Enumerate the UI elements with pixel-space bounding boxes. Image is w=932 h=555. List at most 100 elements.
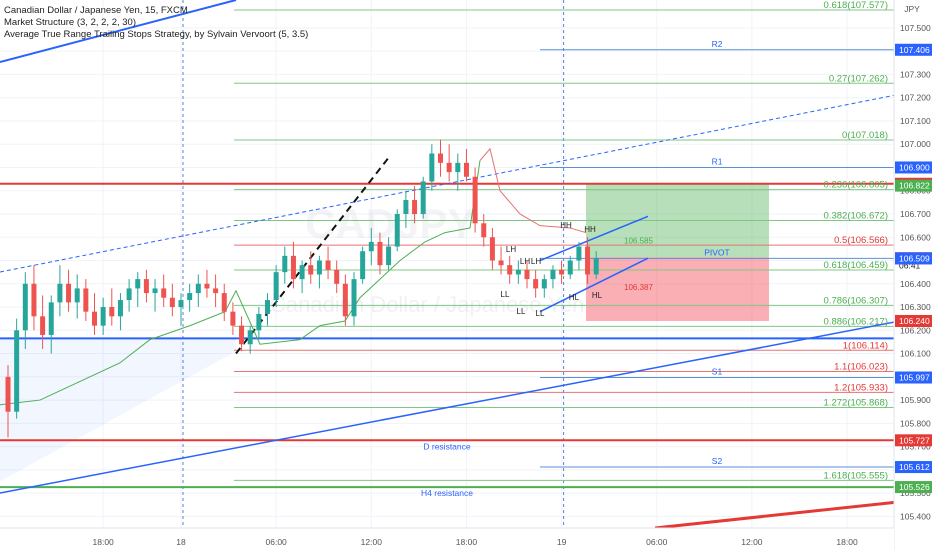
candle [585, 237, 591, 284]
indicator-market-structure[interactable]: Market Structure (3, 2, 2, 2, 30) [4, 17, 136, 28]
candle [100, 297, 106, 335]
candle-body [152, 288, 158, 294]
price-tick-label: 105.900 [900, 395, 931, 405]
price-label-text: 06:41 [899, 260, 921, 270]
candle [83, 279, 89, 321]
candle-body [368, 241, 374, 252]
candle-body [195, 283, 201, 294]
fib-level-label: 0.618(106.459) [824, 260, 888, 271]
fib-level-label: 1.1(106.023) [834, 361, 888, 372]
time-tick-label: 06:00 [646, 537, 668, 547]
price-label-box [895, 161, 932, 174]
candle [455, 153, 461, 191]
candle [550, 265, 556, 289]
candle [290, 241, 296, 289]
candle [5, 365, 11, 438]
candle [446, 144, 452, 182]
trendline-dashed [0, 94, 895, 273]
candle-body [265, 300, 270, 315]
candle [143, 269, 149, 303]
stop-zone [586, 257, 769, 321]
candle-body [135, 279, 141, 289]
candle-body [489, 237, 495, 261]
structure-label: HH [584, 225, 596, 234]
price-tick-label: 105.400 [900, 511, 931, 521]
candle [438, 139, 443, 177]
candle [515, 260, 521, 284]
candle-body [308, 265, 314, 275]
candle [109, 288, 115, 326]
candle-body [524, 269, 530, 280]
fib-level-label: 1.272(105.868) [824, 398, 888, 409]
price-tick-label: 107.200 [900, 93, 931, 103]
candle [394, 209, 400, 252]
candle [152, 279, 158, 312]
price-label-text: 106.509 [899, 253, 930, 263]
time-tick-label: 18 [176, 537, 186, 547]
candle [559, 260, 565, 284]
candle [308, 251, 314, 284]
candle [230, 302, 236, 335]
candle-body [559, 269, 565, 275]
pivot-level-label: S1 [712, 367, 723, 377]
candle [351, 272, 357, 326]
candle-body [5, 376, 11, 412]
candle-body [169, 297, 175, 308]
candle [524, 260, 530, 289]
time-tick-label: 06:00 [266, 537, 288, 547]
pivot-level-label: R1 [712, 156, 723, 166]
candle [161, 274, 167, 308]
candle-body [256, 314, 262, 331]
price-tick-label: 106.300 [900, 302, 931, 312]
candle-body [438, 153, 443, 163]
price-label-box [895, 434, 932, 447]
price-label-text: 105.612 [899, 462, 930, 472]
candle-body [117, 300, 123, 317]
candle-body [92, 311, 97, 326]
candle [316, 255, 322, 289]
fib-level-label: 1.2(105.933) [834, 382, 888, 393]
candle-body [273, 272, 279, 301]
price-tick-label: 107.100 [900, 116, 931, 126]
indicator-atr-trailing-stops[interactable]: Average True Range Trailing Stops Strate… [4, 29, 309, 40]
candle-body [334, 269, 340, 284]
price-tick-label: 105.800 [900, 418, 931, 428]
channel-low-label: 106.387 [624, 283, 653, 292]
pivot-level-label: S2 [712, 456, 723, 466]
candle-body [282, 255, 288, 273]
candle [325, 246, 331, 280]
candle-body [247, 330, 253, 345]
candle-body [14, 330, 20, 412]
price-label-text: 106.822 [899, 181, 930, 191]
structure-label: LH [520, 257, 530, 266]
candle [247, 325, 253, 354]
candle [14, 318, 20, 419]
candle-body [515, 269, 521, 275]
candle-body [48, 302, 54, 335]
candle-body [394, 213, 400, 247]
candle [282, 246, 288, 284]
price-tick-label: 106.700 [900, 209, 931, 219]
candle-body [377, 241, 383, 266]
candle-body [342, 283, 348, 317]
candle-body [66, 283, 72, 303]
atr-trailing-stop-red [479, 147, 587, 234]
candle-body [386, 246, 392, 266]
price-tick-label: 107.000 [900, 139, 931, 149]
candle-body [403, 200, 409, 214]
fib-level-label: 0.786(106.307) [824, 295, 888, 306]
trendline-top [0, 0, 237, 63]
candle-body [533, 279, 539, 289]
trendline-red [654, 500, 895, 530]
candle-body [178, 300, 184, 308]
candle-body [83, 288, 89, 312]
candle-body [446, 162, 452, 173]
symbol-title[interactable]: Canadian Dollar / Japanese Yen, 15, FXCM [4, 5, 188, 16]
price-tick-label: 107.500 [900, 23, 931, 33]
candle [420, 176, 426, 219]
candle-body [40, 316, 46, 335]
candle [481, 213, 487, 247]
candle [178, 293, 184, 326]
